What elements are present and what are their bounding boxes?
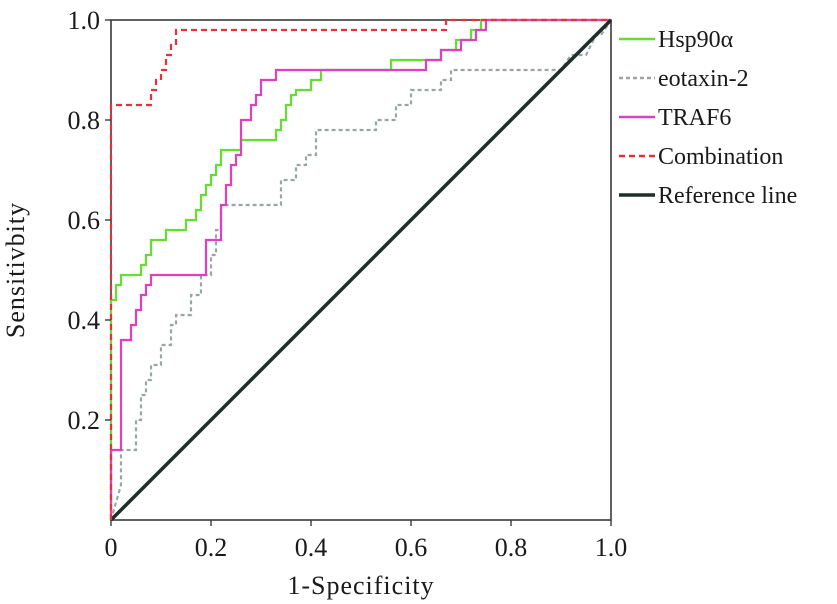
series-layer bbox=[109, 18, 613, 522]
legend: Hsp90α eotaxin-2 TRAF6 Combination Reference… bbox=[619, 27, 797, 209]
x-tick-label: 0.4 bbox=[295, 533, 328, 562]
x-tick-label: 0.2 bbox=[195, 533, 228, 562]
y-tick-label: 0.4 bbox=[68, 306, 101, 335]
y-tick-label: 0.6 bbox=[68, 206, 101, 235]
series-line-eotaxin-2 bbox=[109, 19, 612, 521]
series-line-hsp90 bbox=[109, 18, 611, 520]
y-axis-title: Sensitivbity bbox=[1, 202, 30, 338]
x-tick-label: 0 bbox=[105, 533, 118, 562]
legend-label: eotaxin-2 bbox=[658, 66, 749, 92]
series-line-combination bbox=[109, 18, 611, 520]
legend-label: Combination bbox=[658, 144, 783, 170]
y-tick-label: 0.2 bbox=[68, 406, 101, 435]
y-tick-label: 1.0 bbox=[68, 6, 101, 35]
legend-label: Hsp90α bbox=[658, 27, 734, 53]
tick-labels: 0 0.2 0.4 0.6 0.8 1.0 0.2 0.4 0.6 0.8 1.0 bbox=[68, 6, 628, 562]
x-tick-label: 0.6 bbox=[395, 533, 428, 562]
legend-label: TRAF6 bbox=[658, 105, 731, 131]
x-tick-label: 1.0 bbox=[595, 533, 628, 562]
y-tick-label: 0.8 bbox=[68, 106, 101, 135]
series-line-traf6 bbox=[109, 18, 611, 520]
x-tick-label: 0.8 bbox=[495, 533, 528, 562]
legend-label: Reference line bbox=[658, 183, 797, 209]
x-axis-title: 1-Specificity bbox=[287, 571, 434, 600]
series-line-reference-line bbox=[109, 18, 613, 522]
